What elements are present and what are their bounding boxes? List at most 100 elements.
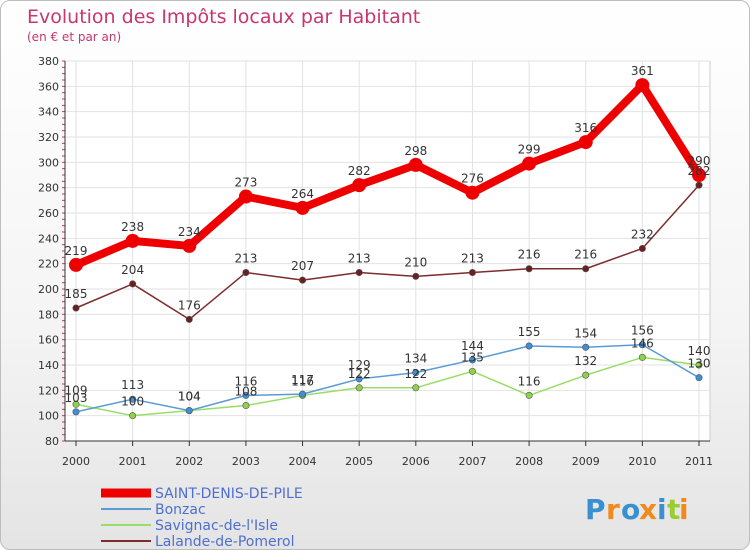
data-point (638, 353, 646, 361)
data-point (468, 367, 476, 375)
series-line-1 (75, 343, 700, 413)
data-label: 155 (518, 325, 541, 339)
x-tick-label: 2010 (628, 455, 656, 468)
data-point (525, 342, 533, 350)
data-label: 103 (65, 391, 88, 405)
y-tick-label: 80 (45, 435, 59, 448)
data-label: 146 (631, 336, 654, 350)
data-label: 219 (65, 244, 88, 258)
data-label: 122 (404, 367, 427, 381)
data-point (412, 384, 420, 392)
data-label: 135 (461, 350, 484, 364)
data-label: 216 (574, 248, 597, 262)
data-label: 213 (348, 252, 371, 266)
data-label: 361 (631, 64, 654, 78)
series-line-2 (75, 356, 700, 417)
data-point (468, 269, 476, 277)
y-tick-label: 140 (38, 359, 59, 372)
chart-title: Evolution des Impôts locaux par Habitant (27, 6, 420, 28)
data-point (185, 315, 193, 323)
data-point (695, 374, 703, 382)
data-label: 299 (518, 143, 541, 157)
x-tick-label: 2003 (232, 455, 260, 468)
data-point (72, 304, 80, 312)
data-label: 109 (65, 383, 88, 397)
data-point (72, 400, 80, 408)
data-label: 185 (65, 287, 88, 301)
x-tick-label: 2011 (685, 455, 713, 468)
x-tick-label: 2008 (515, 455, 543, 468)
data-label: 156 (631, 324, 654, 338)
data-label: 282 (688, 164, 711, 178)
x-tick-label: 2009 (572, 455, 600, 468)
data-label: 108 (234, 385, 257, 399)
data-point (412, 369, 420, 377)
data-label: 213 (461, 252, 484, 266)
y-tick-label: 340 (38, 106, 59, 119)
data-point (242, 391, 250, 399)
logo-letter: P (585, 493, 606, 526)
data-label: 154 (574, 326, 597, 340)
data-label: 116 (291, 374, 314, 388)
data-point (355, 269, 363, 277)
y-tick-label: 380 (38, 55, 59, 68)
data-point (692, 168, 706, 182)
data-point (299, 276, 307, 284)
data-point (638, 244, 646, 252)
data-label: 116 (234, 374, 257, 388)
y-tick-label: 180 (38, 308, 59, 321)
data-point (355, 384, 363, 392)
x-tick-label: 2001 (119, 455, 147, 468)
data-label: 298 (404, 144, 427, 158)
data-label: 140 (688, 344, 711, 358)
data-point (242, 402, 250, 410)
data-label: 176 (178, 298, 201, 312)
data-label: 264 (291, 187, 314, 201)
logo-letter: x (639, 493, 657, 526)
x-tick-label: 2000 (62, 455, 90, 468)
data-label: 316 (574, 121, 597, 135)
data-label: 210 (404, 255, 427, 269)
x-tick-label: 2007 (458, 455, 486, 468)
data-point (412, 272, 420, 280)
series-line-0 (74, 81, 703, 269)
data-label: 216 (518, 248, 541, 262)
y-tick-label: 160 (38, 334, 59, 347)
data-point (72, 408, 80, 416)
data-point (695, 361, 703, 369)
data-point (69, 257, 83, 272)
data-point (525, 391, 533, 399)
data-point (242, 269, 250, 277)
data-label: 282 (348, 164, 371, 178)
data-label: 132 (574, 354, 597, 368)
data-point (468, 356, 476, 364)
data-label: 113 (121, 378, 144, 392)
data-point (638, 341, 646, 349)
data-label: 104 (178, 390, 201, 404)
y-tick-label: 280 (38, 182, 59, 195)
y-tick-label: 360 (38, 80, 59, 93)
legend-label: Lalande-de-Pomerol (155, 534, 295, 550)
data-label: 204 (121, 263, 144, 277)
legend-label: Bonzac (155, 502, 206, 518)
data-point (408, 157, 423, 172)
data-label: 213 (234, 252, 257, 266)
data-label: 144 (461, 339, 484, 353)
data-point (125, 233, 140, 248)
data-point (129, 280, 137, 288)
data-point (635, 78, 650, 93)
data-label: 117 (291, 373, 314, 387)
data-label: 232 (631, 227, 654, 241)
y-tick-label: 240 (38, 232, 59, 245)
data-label: 129 (348, 358, 371, 372)
series-line-3 (75, 184, 700, 321)
data-point (352, 178, 367, 193)
data-point (525, 265, 533, 273)
logo-letter: t (667, 493, 680, 526)
data-label: 207 (291, 259, 314, 273)
data-label: 234 (178, 225, 201, 239)
chart-subtitle: (en € et par an) (27, 30, 121, 44)
data-point (465, 185, 480, 200)
